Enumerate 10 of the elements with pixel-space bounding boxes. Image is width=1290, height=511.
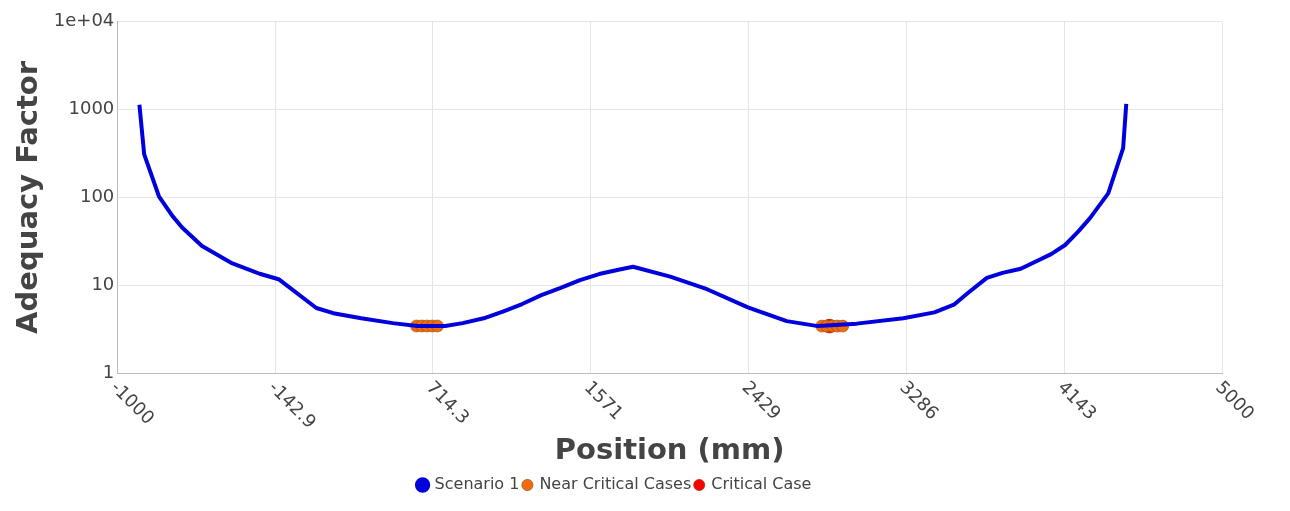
y-tick-label: 100 xyxy=(79,185,115,207)
y-axis-title: Adequacy Factor xyxy=(9,60,44,334)
y-tick-label: 1000 xyxy=(68,97,115,119)
legend-label: Near Critical Cases xyxy=(539,474,692,494)
y-tick-label: 1e+04 xyxy=(53,9,115,31)
legend-label: Critical Case xyxy=(711,474,812,494)
y-tick-label: 10 xyxy=(91,272,115,294)
legend-label: Scenario 1 xyxy=(434,474,520,494)
x-axis-title: Position (mm) xyxy=(554,432,785,467)
y-tick-label: 1 xyxy=(102,360,115,382)
